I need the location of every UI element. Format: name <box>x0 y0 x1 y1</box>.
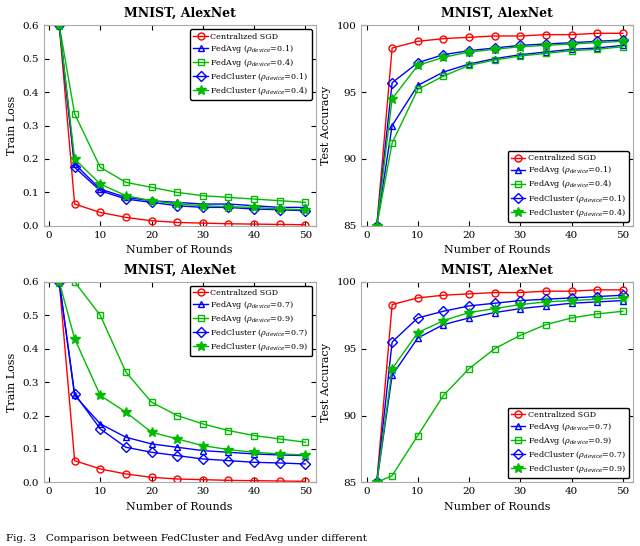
Legend: Centralized SGD, FedAvg ($\rho_{device}$=0.1), FedAvg ($\rho_{device}$=0.4), Fed: Centralized SGD, FedAvg ($\rho_{device}$… <box>190 29 312 100</box>
Y-axis label: Train Loss: Train Loss <box>7 96 17 155</box>
Legend: Centralized SGD, FedAvg ($\rho_{device}$=0.7), FedAvg ($\rho_{device}$=0.9), Fed: Centralized SGD, FedAvg ($\rho_{device}$… <box>508 408 629 478</box>
Legend: Centralized SGD, FedAvg ($\rho_{device}$=0.7), FedAvg ($\rho_{device}$=0.9), Fed: Centralized SGD, FedAvg ($\rho_{device}$… <box>190 286 312 357</box>
Title: MNIST, AlexNet: MNIST, AlexNet <box>124 264 236 276</box>
X-axis label: Number of Rounds: Number of Rounds <box>444 245 550 255</box>
Y-axis label: Test Accuracy: Test Accuracy <box>321 342 331 422</box>
Title: MNIST, AlexNet: MNIST, AlexNet <box>124 7 236 20</box>
X-axis label: Number of Rounds: Number of Rounds <box>127 245 233 255</box>
Text: Fig. 3   Comparison between FedCluster and FedAvg under different: Fig. 3 Comparison between FedCluster and… <box>6 535 367 543</box>
X-axis label: Number of Rounds: Number of Rounds <box>444 502 550 512</box>
Y-axis label: Test Accuracy: Test Accuracy <box>321 86 331 165</box>
Legend: Centralized SGD, FedAvg ($\rho_{device}$=0.1), FedAvg ($\rho_{device}$=0.4), Fed: Centralized SGD, FedAvg ($\rho_{device}$… <box>508 151 629 222</box>
Title: MNIST, AlexNet: MNIST, AlexNet <box>442 264 553 276</box>
Title: MNIST, AlexNet: MNIST, AlexNet <box>442 7 553 20</box>
X-axis label: Number of Rounds: Number of Rounds <box>127 502 233 512</box>
Y-axis label: Train Loss: Train Loss <box>7 353 17 412</box>
